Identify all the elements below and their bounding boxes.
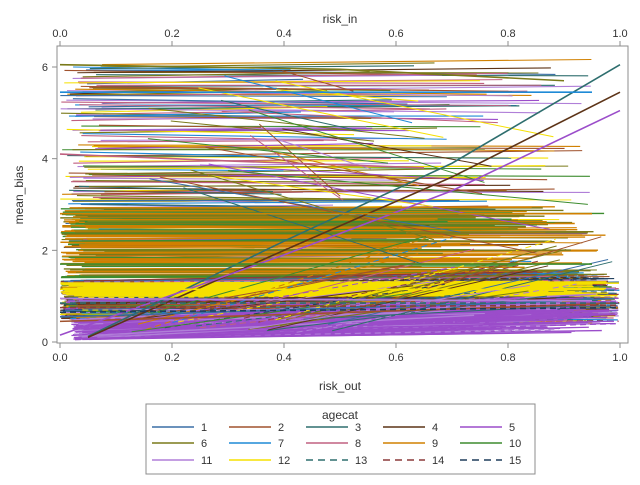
legend-label-9: 9 [432,438,438,450]
background-line [83,250,571,251]
bottom-x-axis: 0.0 0.2 0.4 0.6 0.8 1.0 [52,343,627,364]
legend-label-2: 2 [278,422,284,434]
background-line [75,232,593,233]
legend-label-1: 1 [201,422,207,434]
legend-label-4: 4 [432,422,438,434]
top-tick-label: 1.0 [612,28,627,40]
bottom-tick-label: 1.0 [612,352,627,364]
top-tick-label: 0.6 [388,28,403,40]
legend-label-7: 7 [278,438,284,450]
background-line [85,222,448,223]
left-y-axis: 0 2 4 6 [42,62,57,349]
bottom-tick-label: 0.6 [388,352,403,364]
left-tick-label: 0 [42,337,48,349]
legend-label-14: 14 [432,455,444,467]
top-axis-title: risk_in [323,12,358,26]
bottom-tick-label: 0.4 [276,352,291,364]
background-line [70,207,532,208]
top-tick-label: 0.0 [52,28,67,40]
legend-label-8: 8 [355,438,361,450]
legend-label-3: 3 [355,422,361,434]
left-tick-label: 6 [42,62,48,74]
background-line [75,259,512,260]
legend-label-15: 15 [509,455,521,467]
legend-label-6: 6 [201,438,207,450]
top-tick-label: 0.2 [164,28,179,40]
legend-label-13: 13 [355,455,367,467]
legend-label-12: 12 [278,455,290,467]
left-tick-label: 2 [42,245,48,257]
legend-label-5: 5 [509,422,515,434]
bottom-axis-title: risk_out [319,379,362,393]
legend-label-10: 10 [509,438,521,450]
top-tick-label: 0.8 [500,28,515,40]
top-x-axis: 0.0 0.2 0.4 0.6 0.8 1.0 [52,28,627,46]
background-line [66,294,561,295]
legend-label-11: 11 [201,455,212,467]
left-axis-title: mean_bias [12,166,26,225]
background-line [100,130,409,131]
legend-title: agecat [322,408,359,422]
left-tick-label: 4 [42,154,48,166]
top-tick-label: 0.4 [276,28,291,40]
bottom-tick-label: 0.0 [52,352,67,364]
bottom-tick-label: 0.2 [164,352,179,364]
bottom-tick-label: 0.8 [500,352,515,364]
